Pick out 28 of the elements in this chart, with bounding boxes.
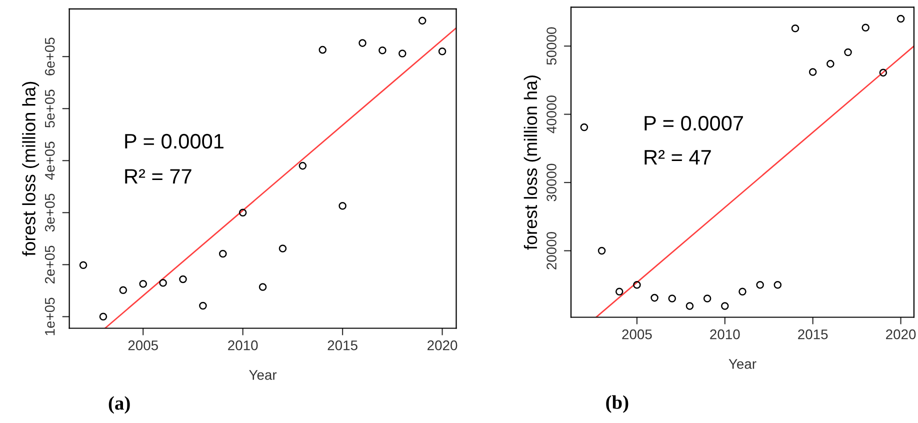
x-tick-label: 2020 [428, 340, 458, 350]
y-tick-label: 50000 [546, 27, 556, 65]
y-axis-title: forest loss (million ha) [22, 82, 39, 256]
x-tick-label: 2015 [798, 329, 828, 340]
text: (a) [108, 396, 130, 414]
x-axis-title: Year [728, 359, 756, 369]
y-tick-label: 2e+05 [44, 246, 55, 284]
y-tick-label: 20000 [546, 232, 556, 270]
x-tick-label: 2005 [128, 340, 158, 350]
x-axis-title: Year [249, 370, 277, 380]
annotation: R² = 77 [125, 169, 192, 184]
annotation: R² = 47 [644, 150, 711, 165]
y-tick-label: 1e+05 [44, 298, 55, 336]
y-tick-label: 40000 [546, 96, 556, 134]
y-tick-label: 4e+05 [44, 142, 55, 180]
x-tick-label: 2005 [622, 329, 652, 340]
annotation: P = 0.0001 [125, 134, 224, 149]
x-tick-label: 2010 [228, 340, 258, 350]
y-tick-label: 3e+05 [44, 194, 55, 232]
x-tick-label: 2015 [328, 340, 358, 350]
y-axis-title: forest loss (million ha) [524, 76, 541, 250]
x-tick-label: 2020 [886, 329, 916, 340]
y-tick-label: 5e+05 [44, 90, 55, 128]
x-tick-label: 2010 [710, 329, 740, 340]
annotation: P = 0.0007 [644, 116, 743, 131]
y-tick-label: 30000 [546, 164, 556, 202]
text: (b) [606, 395, 628, 413]
y-tick-label: 6e+05 [44, 38, 55, 76]
